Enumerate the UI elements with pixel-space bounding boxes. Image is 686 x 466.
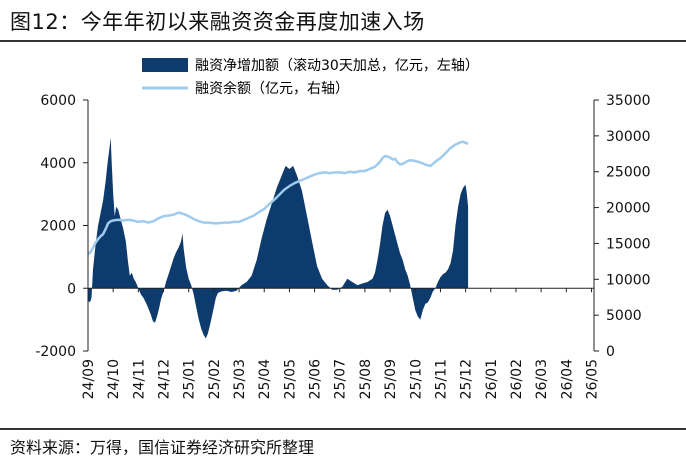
x-tick-label: 25/12 (459, 359, 475, 399)
y-left-tick-label: -2000 (35, 344, 76, 360)
x-tick-label: 24/12 (157, 359, 173, 399)
x-tick-label: 25/05 (282, 359, 298, 399)
plot-area: -2000 0 2000 4000 6000 0 5000 10000 15000 20000 25… (35, 93, 650, 399)
x-tick-label: 26/03 (534, 359, 550, 399)
y-right-tick-label: 5000 (606, 308, 642, 324)
y-right-tick-label: 0 (606, 344, 615, 360)
x-tick-label: 25/02 (207, 359, 223, 399)
y-left-tick-label: 4000 (40, 156, 76, 172)
y-right-tick-label: 25000 (606, 165, 651, 181)
legend-line-label: 融资余额（亿元，右轴） (195, 80, 349, 97)
y-right-tick-label: 30000 (606, 129, 651, 145)
chart-canvas: 融资净增加额（滚动30天加总，亿元，左轴） 融资余额（亿元，右轴） -2000 0… (35, 57, 650, 399)
x-tick-label: 25/04 (257, 359, 273, 399)
series-financing-balance-line (87, 140, 469, 256)
x-tick-label: 25/07 (333, 359, 349, 399)
x-tick-label: 25/03 (232, 359, 248, 399)
x-tick-label: 25/10 (408, 359, 424, 399)
source-note: 资料来源：万得，国信证券经济研究所整理 (10, 438, 315, 457)
x-tick-label: 25/06 (308, 359, 324, 399)
x-tick-label: 26/02 (509, 359, 525, 399)
y-right-tick-label: 35000 (606, 93, 651, 109)
y-right-tick-label: 15000 (606, 236, 651, 252)
legend-area-label: 融资净增加额（滚动30天加总，亿元，左轴） (195, 57, 479, 74)
series-net-financing-area (88, 137, 469, 339)
y-left-tick-label: 2000 (40, 219, 76, 235)
x-tick-label: 25/08 (358, 359, 374, 399)
x-tick-label: 24/09 (81, 359, 97, 399)
legend-area-swatch (142, 58, 188, 72)
source-divider (0, 428, 686, 430)
y-right-tick-label: 20000 (606, 201, 651, 217)
title-divider (0, 40, 686, 42)
y-right-tick-label: 10000 (606, 272, 651, 288)
y-left-tick-label: 6000 (40, 93, 76, 109)
x-tick-label: 25/09 (383, 359, 399, 399)
x-tick-label: 26/05 (584, 359, 600, 399)
x-tick-label: 26/01 (484, 359, 500, 399)
x-tick-label: 25/01 (182, 359, 198, 399)
legend: 融资净增加额（滚动30天加总，亿元，左轴） 融资余额（亿元，右轴） (142, 57, 479, 97)
figure-title: 图12：今年年初以来融资资金再度加速入场 (10, 10, 425, 34)
y-left-tick-label: 0 (67, 281, 76, 297)
x-tick-label: 26/04 (559, 359, 575, 399)
x-tick-label: 24/10 (106, 359, 122, 399)
figure-title-row: 图12：今年年初以来融资资金再度加速入场 (0, 0, 686, 40)
x-tick-label: 24/11 (131, 359, 147, 399)
x-tick-label: 25/11 (433, 359, 449, 399)
